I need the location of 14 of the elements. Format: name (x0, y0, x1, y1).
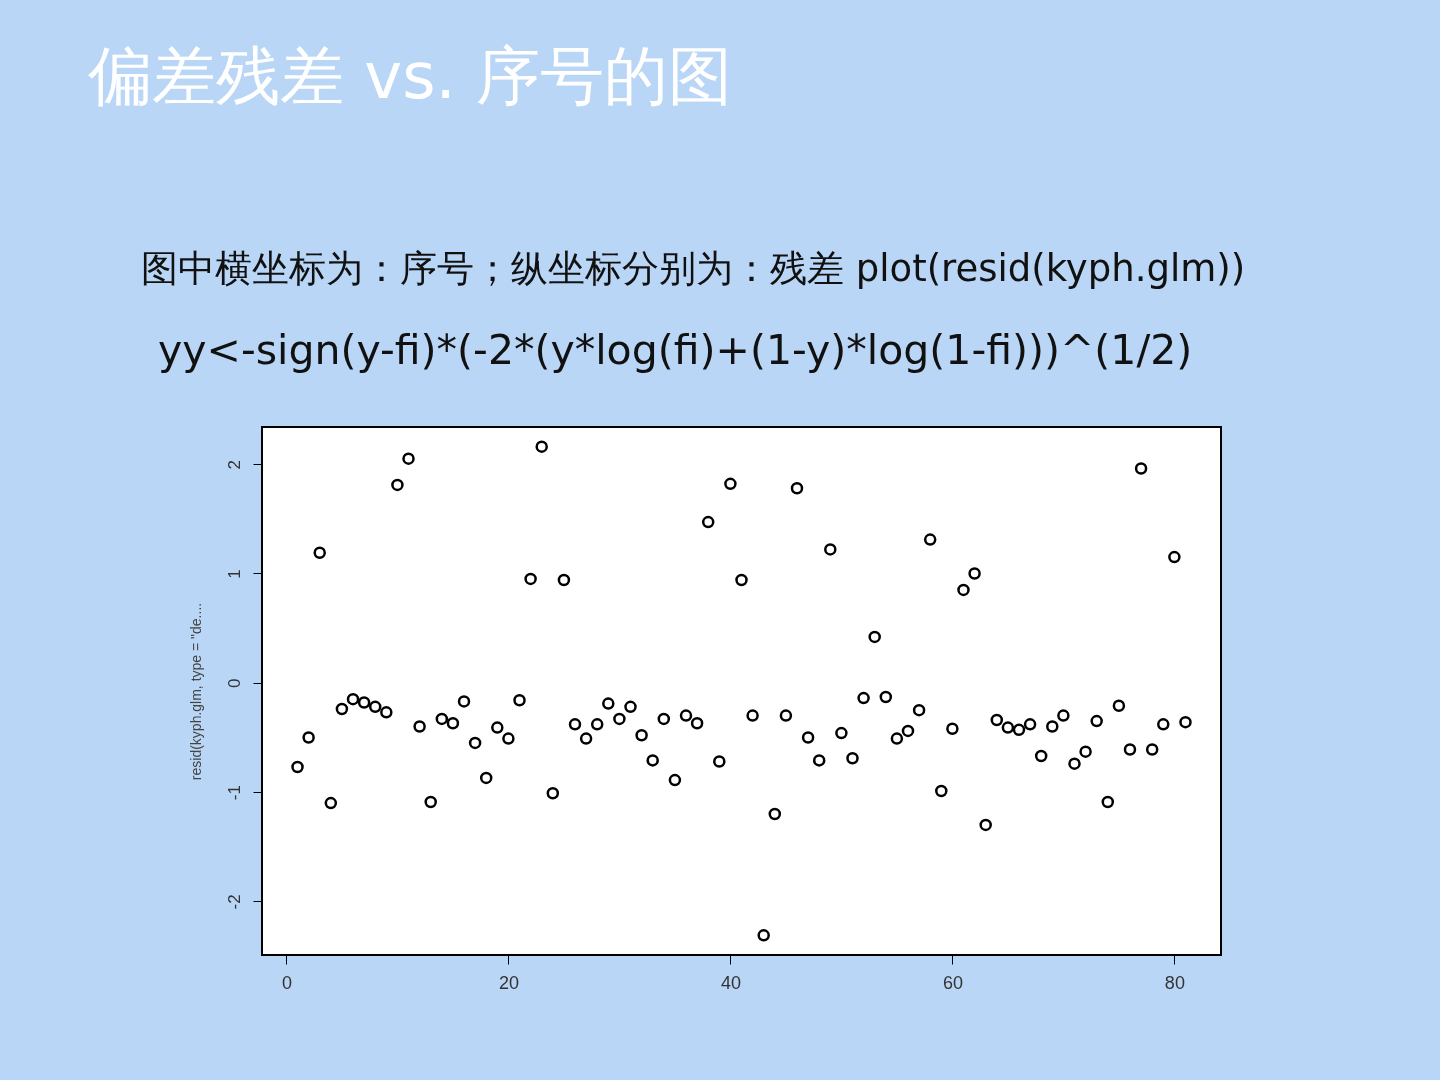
y-tick-label: 1 (224, 569, 244, 579)
y-tick-label: 2 (224, 459, 244, 470)
x-tick-label: 60 (942, 972, 963, 993)
y-axis-title: resid(kyph.glm, type = "de.... (187, 602, 204, 781)
x-tick-label: 40 (720, 972, 741, 993)
text: yy<-sign(y-fi)*(-2*(y*log(fi)+(1-y)*log(1-fi)))^(1/2) (158, 326, 1193, 374)
text: 图中横坐标为：序号；纵坐标分别为：残差 plot(resid(kyph.glm)) (141, 247, 1246, 290)
y-tick-label: 0 (224, 678, 244, 689)
y-tick-label: -2 (224, 894, 244, 910)
chart-title: 偏差残差 vs. 序号的图 (88, 39, 733, 113)
x-tick-label: 0 (281, 972, 292, 993)
y-tick-label: -1 (224, 785, 244, 801)
x-tick-label: 80 (1164, 972, 1185, 993)
x-tick-label: 20 (498, 972, 519, 993)
